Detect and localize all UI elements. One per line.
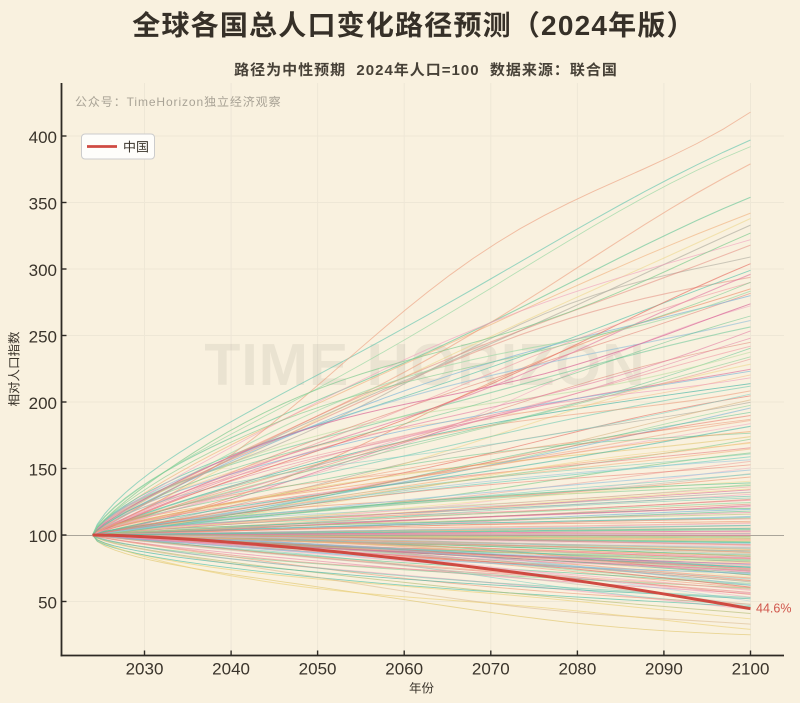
svg-text:2080: 2080 <box>558 660 596 679</box>
svg-text:全球各国总人口变化路径预测（2024年版）: 全球各国总人口变化路径预测（2024年版） <box>132 10 696 41</box>
svg-text:TIME HORIZON: TIME HORIZON <box>204 332 645 398</box>
svg-text:2040: 2040 <box>212 660 250 679</box>
svg-text:公众号：TimeHorizon独立经济观察: 公众号：TimeHorizon独立经济观察 <box>75 95 281 109</box>
svg-text:400: 400 <box>29 128 57 147</box>
svg-text:44.6%: 44.6% <box>756 602 791 616</box>
svg-text:100: 100 <box>29 527 57 546</box>
svg-text:2050: 2050 <box>299 660 337 679</box>
svg-text:相对人口指数: 相对人口指数 <box>8 331 22 407</box>
svg-text:2060: 2060 <box>385 660 423 679</box>
svg-text:年份: 年份 <box>409 682 435 696</box>
svg-text:2090: 2090 <box>645 660 683 679</box>
svg-text:50: 50 <box>38 594 57 613</box>
svg-text:350: 350 <box>29 195 57 214</box>
svg-text:2030: 2030 <box>126 660 164 679</box>
svg-text:300: 300 <box>29 261 57 280</box>
svg-text:250: 250 <box>29 328 57 347</box>
svg-text:2070: 2070 <box>472 660 510 679</box>
svg-text:2100: 2100 <box>732 660 770 679</box>
svg-text:200: 200 <box>29 394 57 413</box>
svg-text:150: 150 <box>29 461 57 480</box>
svg-text:路径为中性预期 2024年人口=100 数据来源：联合国: 路径为中性预期 2024年人口=100 数据来源：联合国 <box>234 62 618 79</box>
svg-text:中国: 中国 <box>123 140 149 155</box>
